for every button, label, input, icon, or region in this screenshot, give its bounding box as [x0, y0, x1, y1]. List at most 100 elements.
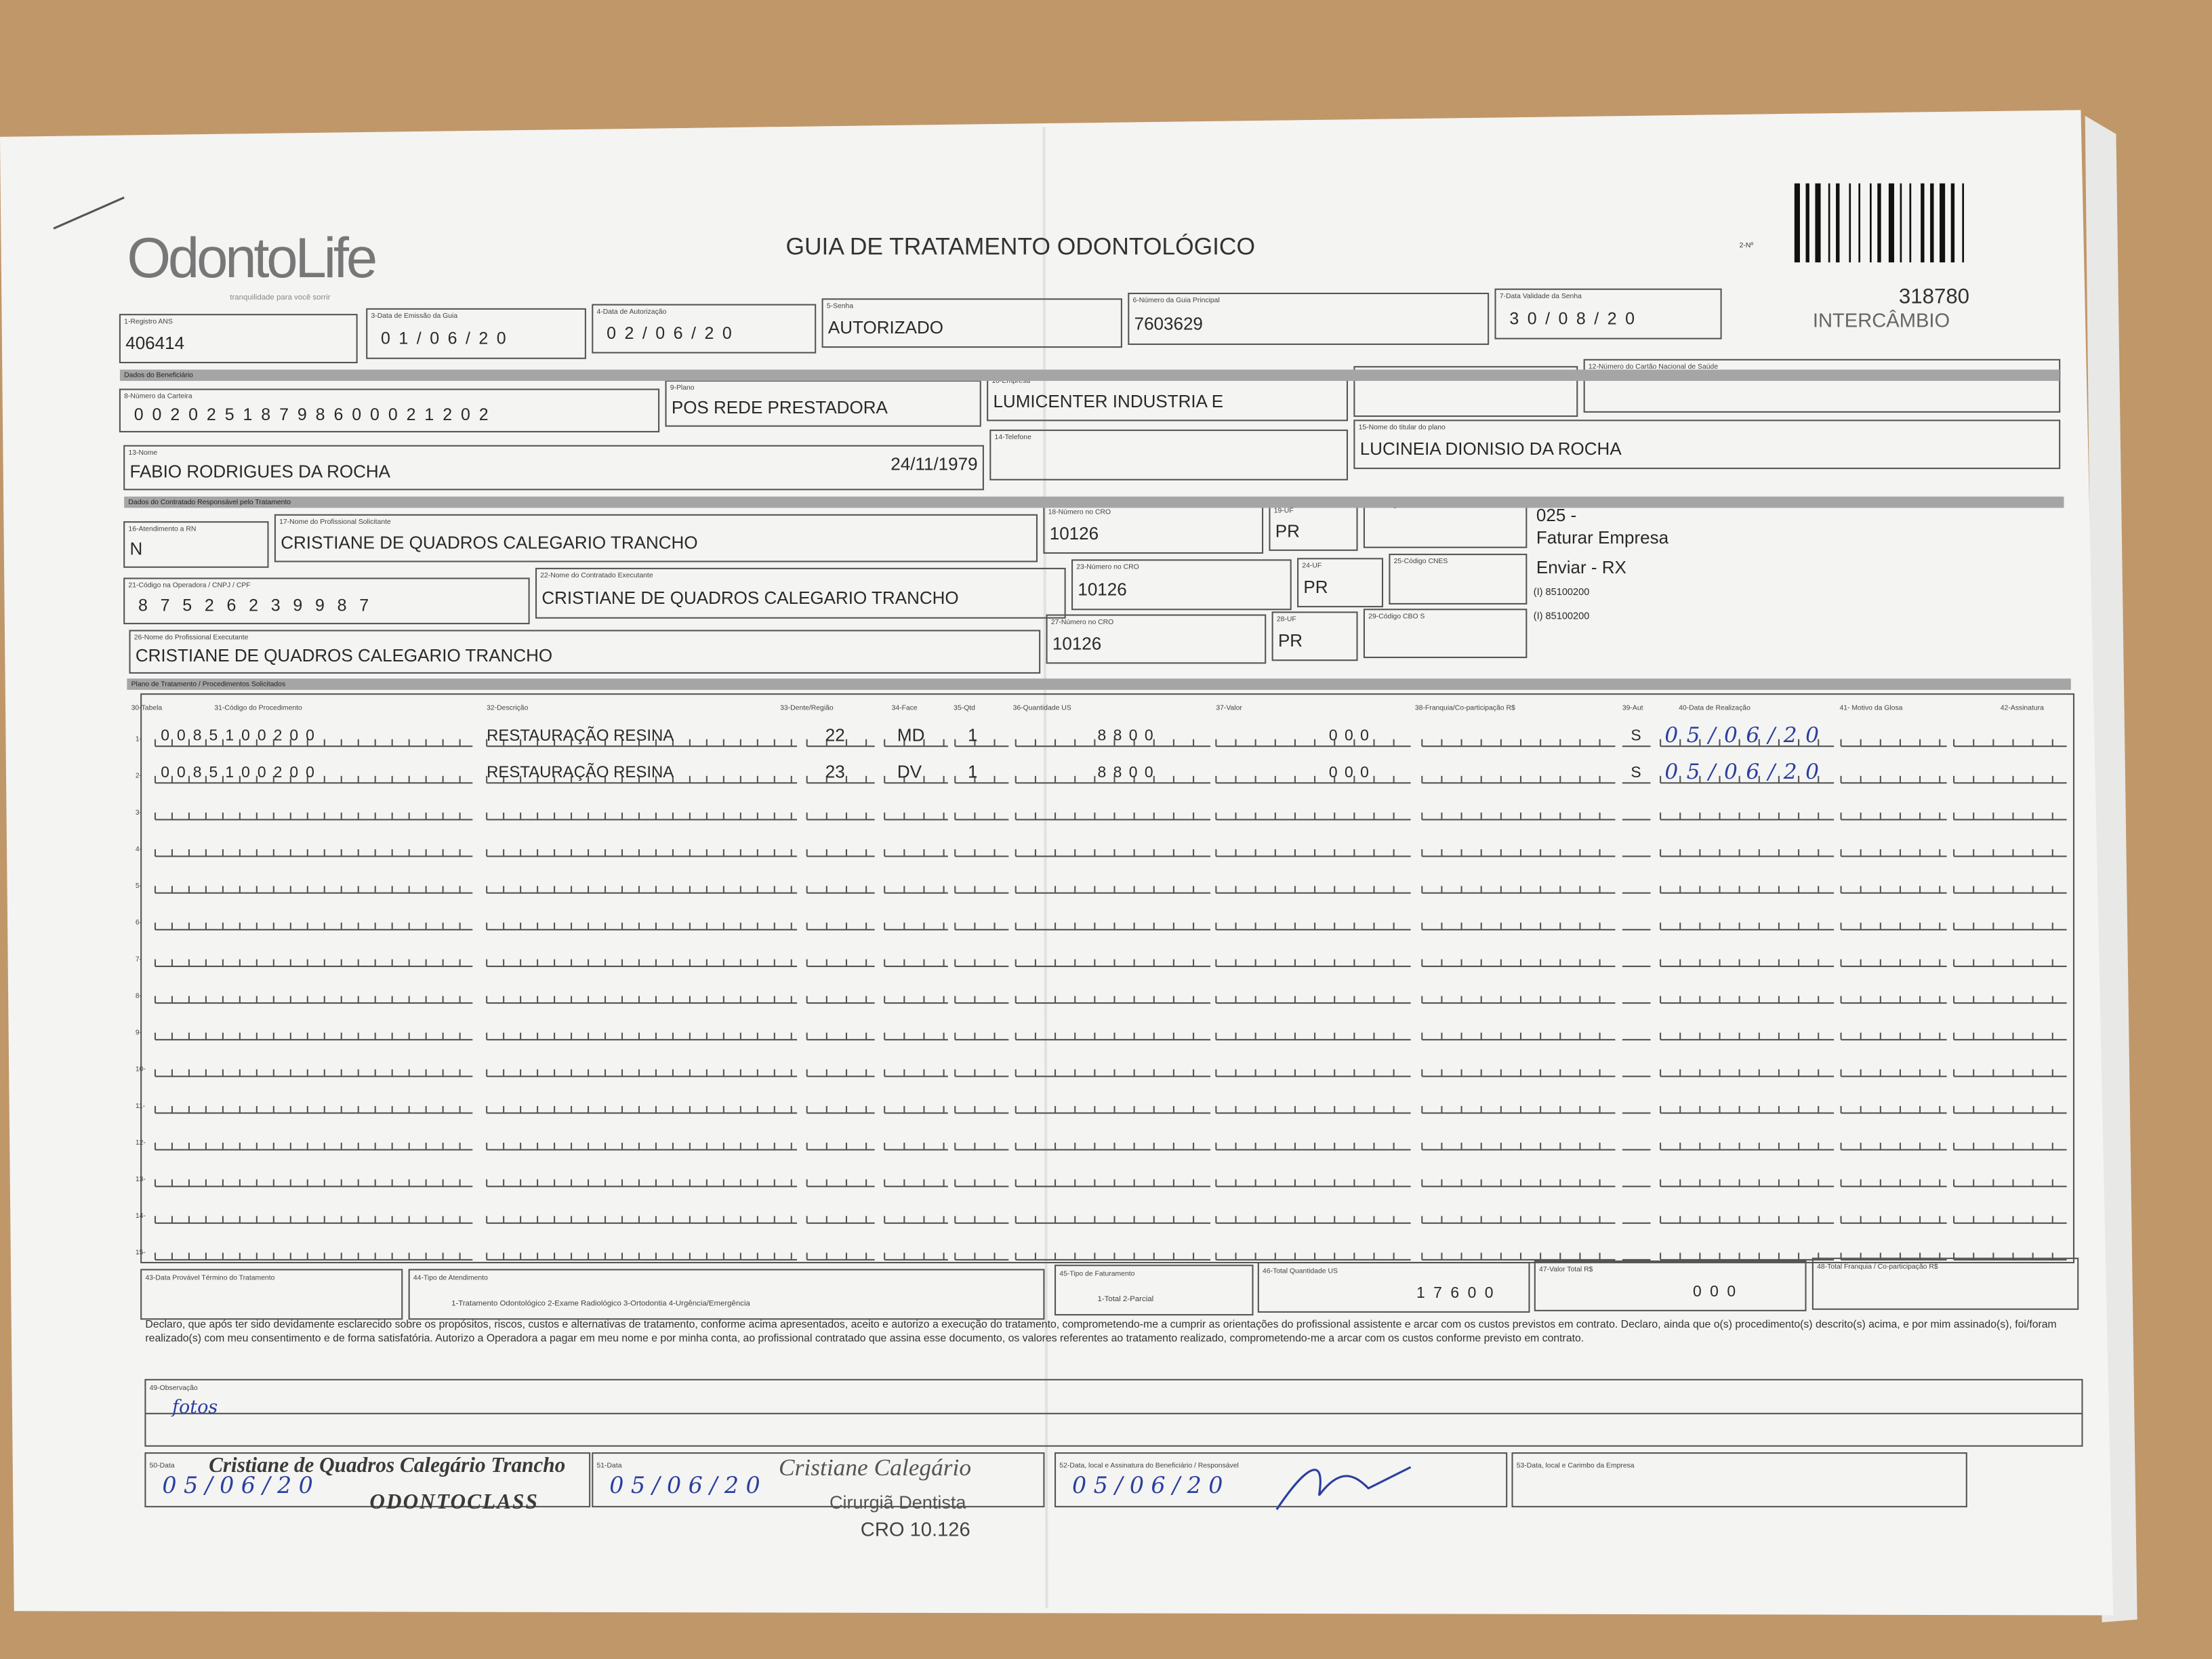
barcode-bar — [1805, 183, 1809, 263]
field-box — [1271, 611, 1358, 661]
column-header: 36-Quantidade US — [1013, 705, 1071, 712]
cell-face: DV — [897, 762, 922, 782]
field-box — [1071, 559, 1292, 611]
side-note: Enviar - RX — [1536, 557, 1626, 577]
column-header: 39-Aut — [1622, 705, 1643, 712]
barcode-bar — [1921, 183, 1925, 263]
field-value: 406414 — [125, 333, 184, 353]
column-header: 41- Motivo da Glosa — [1839, 705, 1902, 712]
field-label: 5-Senha — [827, 302, 854, 310]
field-label: 18-Número no CRO — [1048, 508, 1111, 516]
field-box — [1353, 366, 1578, 417]
row-number: 7- — [136, 956, 142, 963]
total-box — [1054, 1265, 1254, 1316]
row-number: 11- — [136, 1103, 145, 1110]
cell-description: RESTAURAÇÃO RESINA — [487, 763, 674, 781]
field-label: 1-Registro ANS — [124, 318, 173, 325]
barcode-bar — [1900, 183, 1902, 263]
section-bar — [127, 678, 2071, 690]
side-note: Faturar Empresa — [1536, 527, 1669, 548]
field-label: 12-Número do Cartão Nacional de Saúde — [1589, 363, 1718, 371]
column-header: 42-Assinatura — [2001, 705, 2044, 712]
column-header: 34-Face — [892, 705, 918, 712]
signature-date: 05/06/20 — [1072, 1472, 1230, 1498]
total-box — [1257, 1262, 1530, 1313]
field-label: 29-Código CBO S — [1368, 613, 1425, 620]
total-label: 44-Tipo de Atendimento — [413, 1275, 488, 1282]
field-box — [535, 567, 1066, 619]
total-options: 1-Total 2-Parcial — [1098, 1295, 1154, 1303]
field-label: 15-Nome do titular do plano — [1359, 424, 1446, 431]
field-value: 10126 — [1050, 523, 1099, 544]
total-label: 48-Total Franquia / Co-participação R$ — [1817, 1263, 1938, 1271]
field-value: 7603629 — [1134, 313, 1203, 333]
row-number: 15- — [136, 1249, 146, 1256]
cell-qty: 1 — [968, 724, 977, 745]
signature-box — [1511, 1452, 1967, 1508]
field-label: 16-Atendimento a RN — [128, 525, 196, 533]
field-value: 01/06/20 — [381, 329, 514, 348]
field-box — [119, 314, 358, 364]
table-box — [140, 693, 2075, 1264]
barcode — [1794, 183, 1965, 263]
field-value: 30/08/20 — [1509, 309, 1643, 328]
cell-description: RESTAURAÇÃO RESINA — [487, 726, 674, 745]
row-number: 10- — [136, 1066, 146, 1073]
field-value: PR — [1278, 630, 1303, 651]
cell-code: 0085100200 — [161, 726, 322, 744]
column-header: 38-Franquia/Co-participação R$ — [1415, 705, 1515, 712]
field-value: FABIO RODRIGUES DA ROCHA — [130, 462, 391, 482]
barcode-label: 2-Nº — [1740, 242, 1754, 249]
field-box — [274, 514, 1038, 562]
field-label: 24-UF — [1302, 562, 1322, 569]
declaration-area: Declaro, que após ter sido devidamente e… — [145, 1317, 2056, 1345]
cell-face: MD — [897, 724, 924, 745]
field-value: CRISTIANE DE QUADROS CALEGARIO TRANCHO — [281, 532, 697, 552]
field-label: 9-Plano — [670, 384, 695, 392]
total-box — [1811, 1257, 2079, 1310]
row-number: 2- — [136, 773, 142, 780]
side-note: (I) 85100200 — [1534, 587, 1590, 598]
row-number: 8- — [136, 992, 142, 1000]
barcode-bar — [1794, 183, 1800, 263]
side-note: (I) 85100200 — [1534, 611, 1590, 622]
total-label: 43-Data Provável Término do Tratamento — [145, 1275, 274, 1282]
observation-label: 49-Observação — [150, 1385, 198, 1392]
barcode-bar — [1950, 183, 1955, 263]
field-label: 13-Nome — [128, 449, 157, 457]
side-note: 025 - — [1536, 505, 1576, 525]
form-title: GUIA DE TRATAMENTO ODONTOLÓGICO — [785, 234, 1255, 260]
field-value: 87526239987 — [138, 596, 382, 615]
field-value: PR — [1275, 521, 1300, 541]
field-value: 02/06/20 — [607, 324, 740, 343]
signature-box — [592, 1452, 1045, 1508]
barcode-bar — [1836, 183, 1840, 263]
row-number: 6- — [136, 919, 142, 926]
column-header: 37-Valor — [1216, 705, 1242, 712]
stamp-cro: CRO 10.126 — [861, 1519, 970, 1540]
row-number: 14- — [136, 1212, 146, 1220]
total-value: 17600 — [1416, 1284, 1502, 1301]
column-header: 30-Tabela — [131, 705, 163, 712]
field-label: 27-Número no CRO — [1051, 619, 1113, 626]
section-title: Plano de Tratamento / Procedimentos Soli… — [131, 680, 286, 688]
barcode-bar — [1869, 183, 1872, 263]
signature-label: 51-Data — [597, 1462, 622, 1470]
field-box — [119, 388, 660, 433]
signature-box — [1054, 1452, 1508, 1508]
row-number: 9- — [136, 1029, 142, 1037]
form: OdontoLife tranquilidade para você sorri… — [119, 183, 2083, 1540]
stamp-name: Cristiane Calegário — [779, 1454, 971, 1481]
field-box — [592, 304, 817, 354]
cell-tooth: 23 — [825, 762, 845, 782]
row-number: 5- — [136, 882, 142, 890]
field-value: CRISTIANE DE QUADROS CALEGARIO TRANCHO — [541, 588, 958, 608]
signature-date: 05/06/20 — [609, 1472, 767, 1498]
field-box — [1389, 554, 1528, 605]
field-box — [129, 630, 1041, 674]
field-box — [366, 308, 586, 359]
barcode-bar — [1930, 183, 1934, 263]
column-header: 35-Qtd — [954, 705, 975, 712]
total-label: 46-Total Quantidade US — [1263, 1267, 1338, 1275]
total-label: 47-Valor Total R$ — [1539, 1266, 1593, 1273]
